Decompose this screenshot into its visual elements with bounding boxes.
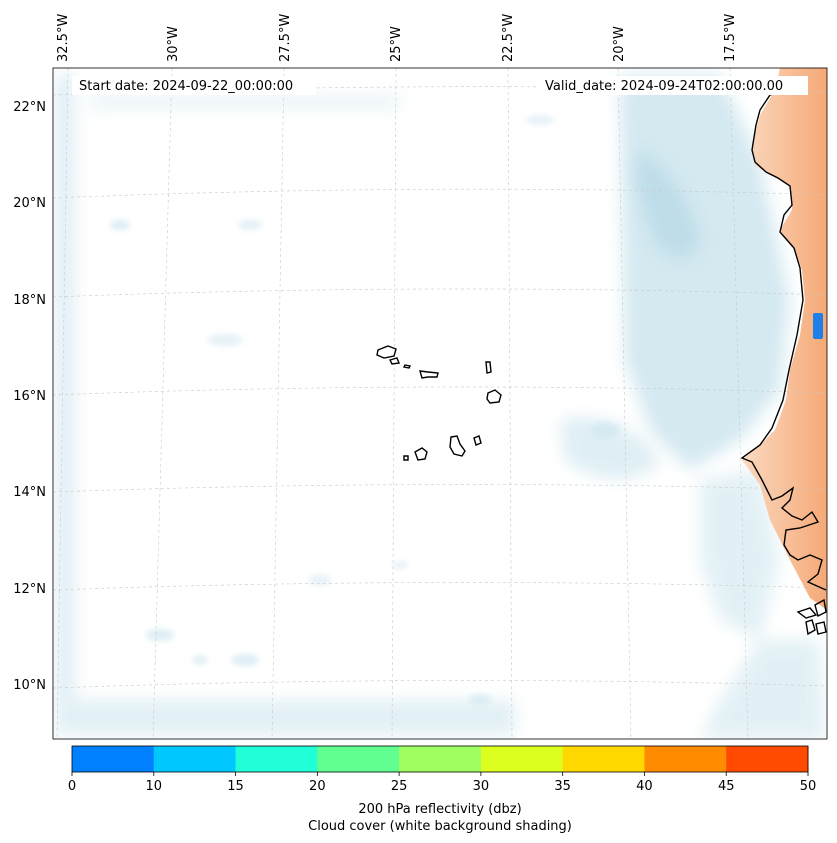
colorbar-tick-label: 30	[473, 779, 490, 794]
lon-label: 17.5°W	[723, 14, 738, 62]
latitude-labels: 22°N 20°N 18°N 16°N 14°N 12°N 10°N	[13, 100, 46, 693]
colorbar-segment	[72, 746, 155, 772]
africa-landmass	[742, 68, 827, 610]
colorbar-segment	[153, 746, 237, 772]
colorbar-tick-label: 10	[146, 779, 163, 794]
colorbar-segment	[480, 746, 564, 772]
colorbar-label-line2: Cloud cover (white background shading)	[308, 819, 572, 834]
longitude-labels: 32.5°W 30°W 27.5°W 25°W 22.5°W 20°W 17.5…	[56, 14, 738, 62]
start-date-label: Start date: 2024-09-22_00:00:00	[79, 79, 293, 94]
colorbar-tick-label: 40	[636, 779, 653, 794]
lat-label: 18°N	[13, 293, 46, 308]
graticule	[53, 68, 827, 739]
colorbar-frame	[71, 745, 809, 773]
colorbar-tick-label: 50	[800, 779, 817, 794]
colorbar-segment	[235, 746, 318, 772]
cloud-cover-patches	[110, 115, 619, 706]
reflectivity-cell	[813, 313, 823, 339]
lat-label: 14°N	[13, 485, 46, 500]
colorbar-segment	[644, 746, 727, 772]
lon-label: 22.5°W	[501, 14, 516, 62]
cloud-cover-shading	[55, 75, 826, 739]
lon-label: 30°W	[166, 26, 181, 62]
valid-date-label: Valid_date: 2024-09-24T02:00:00.00	[545, 79, 783, 94]
valid-date-box	[538, 76, 808, 95]
cape-verde-islands	[376, 345, 502, 461]
colorbar-segment	[399, 746, 482, 772]
lat-label: 10°N	[13, 678, 46, 693]
map-frame	[52, 67, 828, 740]
lon-label: 27.5°W	[278, 14, 293, 62]
lat-label: 16°N	[13, 389, 46, 404]
colorbar: 0 10 15 20 25 30 35 40 45 50	[68, 745, 817, 794]
lat-label: 12°N	[13, 582, 46, 597]
colorbar-tick-label: 15	[227, 779, 244, 794]
colorbar-label-line1: 200 hPa reflectivity (dbz)	[358, 802, 521, 817]
start-date-box	[72, 76, 316, 95]
colorbar-segment	[562, 746, 645, 772]
colorbar-tick-label: 0	[68, 779, 76, 794]
lat-label: 20°N	[13, 196, 46, 211]
colorbar-tick-label: 20	[309, 779, 326, 794]
colorbar-tick-label: 25	[391, 779, 408, 794]
lon-label: 25°W	[389, 26, 404, 62]
colorbar-segment	[317, 746, 400, 772]
lon-label: 20°W	[612, 26, 627, 62]
coastline	[740, 91, 827, 636]
map-area: Start date: 2024-09-22_00:00:00 Valid_da…	[53, 68, 827, 739]
lon-label: 32.5°W	[56, 14, 71, 62]
colorbar-segment	[726, 746, 809, 772]
colorbar-tick-label: 35	[554, 779, 571, 794]
colorbar-tick-label: 45	[718, 779, 735, 794]
lat-label: 22°N	[13, 100, 46, 115]
